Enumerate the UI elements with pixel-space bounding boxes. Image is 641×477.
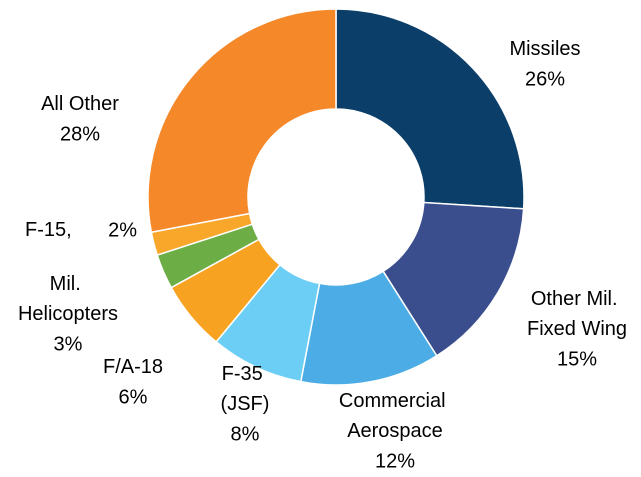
value-label: 28% bbox=[60, 123, 100, 145]
value-label: 6% bbox=[119, 386, 148, 408]
value-label: 2% bbox=[108, 219, 137, 241]
slice-label: All Other bbox=[41, 93, 119, 115]
label-line: F-15, bbox=[25, 219, 72, 241]
value-label: 3% bbox=[54, 333, 83, 355]
donut-slice bbox=[147, 8, 337, 234]
label-line: Commercial bbox=[339, 390, 451, 412]
label-line: Aerospace bbox=[347, 420, 443, 442]
label-line: Fixed Wing bbox=[527, 318, 627, 340]
slice-label: F/A-18 bbox=[103, 356, 163, 378]
label-line: Missiles bbox=[509, 38, 580, 60]
value-label: 8% bbox=[231, 423, 260, 445]
label-line: All Other bbox=[41, 93, 119, 115]
label-line: F-35 bbox=[222, 363, 269, 385]
slice-label: F-15, bbox=[25, 219, 72, 241]
value-label: 26% bbox=[525, 68, 565, 90]
donut-slice bbox=[335, 8, 525, 210]
label-line: (JSF) bbox=[221, 393, 270, 415]
value-label: 12% bbox=[375, 450, 415, 472]
slice-label: Missiles bbox=[509, 38, 580, 60]
value-label: 15% bbox=[557, 348, 597, 370]
label-line: Other Mil. bbox=[531, 288, 623, 310]
slice-label: F-35 (JSF) bbox=[221, 363, 270, 415]
label-line: Helicopters bbox=[18, 303, 118, 325]
label-line: Mil. bbox=[50, 273, 87, 295]
label-line: F/A-18 bbox=[103, 356, 163, 378]
donut-slice bbox=[382, 201, 525, 357]
slice-label: Other Mil. Fixed Wing bbox=[527, 288, 627, 340]
slice-label: Commercial Aerospace bbox=[339, 390, 451, 442]
slice-label: Mil. Helicopters bbox=[18, 273, 118, 325]
